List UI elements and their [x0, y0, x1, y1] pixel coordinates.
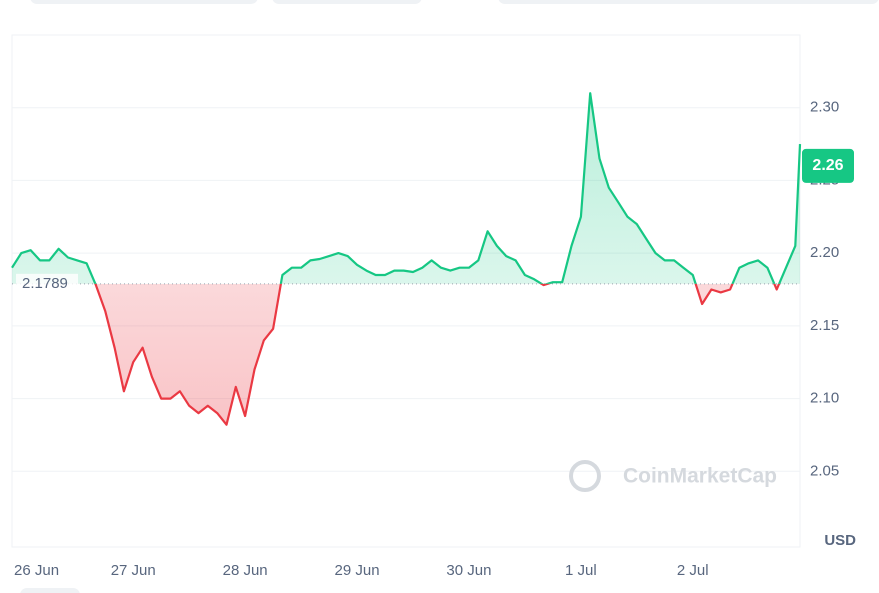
x-tick-label: 29 Jun: [335, 562, 380, 579]
baseline-label-bg: [16, 273, 78, 294]
price-line-up: [11, 92, 802, 284]
watermark: CoinMarketCap: [623, 465, 777, 488]
button[interactable]: [20, 588, 80, 593]
y-tick-label: 2.20: [810, 244, 839, 261]
x-tick-label: 30 Jun: [446, 562, 491, 579]
baseline-label: 2.1789: [22, 275, 68, 292]
y-tick-label: 2.05: [810, 462, 839, 479]
y-tick-label: 2.15: [810, 317, 839, 334]
y-unit: USD: [824, 532, 856, 549]
plot-border: [11, 34, 801, 548]
x-tick-label: 28 Jun: [223, 562, 268, 579]
last-price-label: 2.26: [812, 157, 843, 174]
x-tick-label: 26 Jun: [14, 562, 59, 579]
price-line-down: [94, 283, 781, 426]
tab[interactable]: [272, 0, 422, 4]
x-tick-label: 2 Jul: [677, 562, 709, 579]
area-up: [12, 93, 800, 284]
last-price-badge: [802, 148, 854, 183]
marks: [11, 92, 802, 426]
tab[interactable]: [30, 0, 258, 4]
x-tick-label: 1 Jul: [565, 562, 597, 579]
y-tick-label: 2.10: [810, 390, 839, 407]
tab[interactable]: [498, 0, 879, 4]
area-down: [95, 283, 780, 425]
x-tick-label: 27 Jun: [111, 562, 156, 579]
y-tick-label: 2.30: [810, 99, 839, 116]
grid: [12, 107, 800, 472]
watermark-logo: [569, 460, 601, 492]
